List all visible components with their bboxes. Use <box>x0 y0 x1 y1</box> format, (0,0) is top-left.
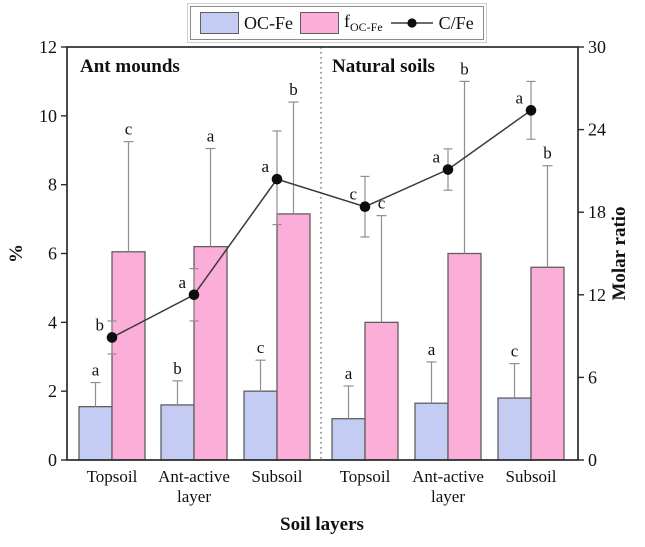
bar-ocfe-0 <box>78 406 113 461</box>
legend-item-cfe: C/Fe <box>390 13 474 34</box>
legend-label-ocfe: OC-Fe <box>244 12 293 33</box>
legend-item-focfe: fOC-Fe <box>300 11 383 35</box>
bar-ocfe-4 <box>414 402 449 461</box>
significance-letter: a <box>261 157 269 176</box>
significance-letter: c <box>257 338 265 357</box>
cfe-point-0 <box>106 332 118 343</box>
significance-letter: a <box>345 364 353 383</box>
right-axis-tick-label: 0 <box>588 450 597 470</box>
left-axis-tick-label: 6 <box>48 244 57 264</box>
plot-frame <box>66 46 579 461</box>
right-axis-tick-label: 18 <box>588 202 606 222</box>
bar-focfe-1 <box>193 245 228 461</box>
x-category-label: Ant-active <box>158 467 230 486</box>
significance-letter: c <box>511 342 519 361</box>
bar-focfe-3 <box>364 321 399 461</box>
right-axis-tick-label: 30 <box>588 37 606 57</box>
significance-letter: b <box>460 59 469 78</box>
ocfe-swatch-icon <box>200 12 239 34</box>
right-axis-tick-label: 12 <box>588 285 606 305</box>
bar-ocfe-3 <box>331 418 366 461</box>
significance-letter: c <box>125 120 133 139</box>
right-axis-tick-label: 24 <box>588 120 606 140</box>
left-axis-tick-label: 2 <box>48 381 57 401</box>
legend-label-cfe: C/Fe <box>438 12 474 33</box>
cfe-point-4 <box>442 164 454 175</box>
right-axis-tick-label: 6 <box>588 367 597 387</box>
left-axis-tick-label: 12 <box>39 37 57 57</box>
bar-ocfe-2 <box>243 390 278 461</box>
right-axis-title: Molar ratio <box>609 206 630 300</box>
legend-label-focfe: fOC-Fe <box>344 11 383 34</box>
bar-ocfe-1 <box>160 404 195 461</box>
significance-letter: a <box>207 127 215 146</box>
bar-focfe-0 <box>111 251 146 461</box>
cfe-point-1 <box>188 289 200 301</box>
bar-focfe-2 <box>276 213 311 461</box>
x-axis-title: Soil layers <box>280 514 364 535</box>
x-category-label: Topsoil <box>87 467 138 486</box>
legend: OC-Fe fOC-Fe C/Fe <box>187 3 487 43</box>
x-category-label: layer <box>177 487 211 506</box>
cfe-point-3 <box>359 201 371 212</box>
bar-focfe-5 <box>530 266 565 461</box>
cfe-line <box>111 109 532 339</box>
cfe-point-5 <box>525 105 537 116</box>
significance-letter: a <box>92 361 100 380</box>
significance-letter: a <box>432 148 440 167</box>
x-category-label: layer <box>431 487 465 506</box>
cfe-line-marker-icon <box>390 18 433 28</box>
panel-title-ant-mounds: Ant mounds <box>80 56 180 77</box>
significance-letter: b <box>173 359 182 378</box>
bar-focfe-4 <box>447 252 482 461</box>
significance-letter: a <box>178 273 186 292</box>
x-category-label: Subsoil <box>251 467 302 486</box>
x-category-label: Subsoil <box>505 467 556 486</box>
significance-letter: b <box>543 144 552 163</box>
left-axis-tick-label: 4 <box>48 312 57 332</box>
cfe-point-2 <box>271 173 283 185</box>
left-axis-tick-label: 10 <box>39 106 57 126</box>
significance-letter: a <box>515 88 523 107</box>
x-category-label: Ant-active <box>412 467 484 486</box>
legend-item-ocfe: OC-Fe <box>200 12 293 34</box>
x-category-label: Topsoil <box>340 467 391 486</box>
left-axis-title: % <box>6 244 27 263</box>
significance-letter: a <box>428 340 436 359</box>
significance-letter: b <box>96 315 105 334</box>
bar-ocfe-5 <box>497 397 532 461</box>
left-axis-tick-label: 0 <box>48 450 57 470</box>
panel-title-natural-soils: Natural soils <box>332 56 435 77</box>
left-axis-tick-label: 8 <box>48 175 57 195</box>
significance-letter: c <box>378 194 386 213</box>
significance-letter: b <box>289 80 298 99</box>
focfe-swatch-icon <box>300 12 339 34</box>
significance-letter: c <box>349 185 357 204</box>
